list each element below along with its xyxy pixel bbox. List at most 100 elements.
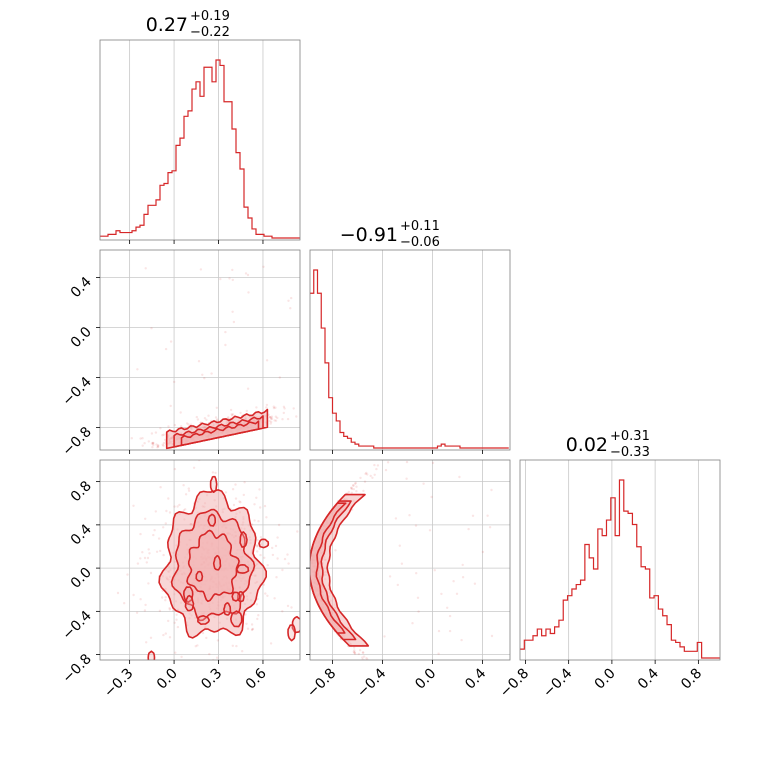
- scatter-point: [232, 503, 236, 507]
- panel-title-lower-error: −0.22: [190, 25, 230, 40]
- scatter-point: [258, 488, 261, 491]
- scatter-point: [437, 652, 440, 655]
- scatter-point: [383, 635, 386, 638]
- contour-level: [258, 538, 270, 549]
- scatter-point: [266, 594, 269, 597]
- scatter-point: [361, 658, 364, 660]
- scatter-point: [246, 627, 250, 630]
- scatter-point: [196, 418, 200, 421]
- scatter-point: [176, 625, 180, 629]
- scatter-point: [167, 619, 170, 623]
- scatter-point: [265, 359, 269, 362]
- x-tick-label: −0.4: [540, 665, 575, 700]
- histogram-frame: [99, 39, 301, 241]
- scatter-point: [227, 416, 230, 419]
- scatter-point: [199, 268, 203, 271]
- y-tick-label: −0.8: [59, 651, 94, 686]
- scatter-point: [194, 645, 197, 648]
- scatter-point: [173, 621, 176, 624]
- scatter-point: [164, 347, 168, 351]
- scatter-point: [176, 505, 179, 508]
- scatter-point: [361, 651, 365, 654]
- scatter-point: [259, 506, 262, 509]
- x-tick-label: 0.4: [462, 665, 489, 692]
- contour-level: [223, 602, 232, 616]
- scatter-point: [282, 411, 285, 415]
- scatter-point: [143, 556, 147, 560]
- scatter-point: [145, 641, 148, 644]
- scatter-point: [186, 699, 188, 701]
- scatter-point: [251, 627, 255, 631]
- scatter-point: [398, 544, 401, 547]
- scatter-point: [402, 685, 404, 687]
- scatter-point: [139, 532, 142, 536]
- scatter-point: [350, 491, 353, 494]
- scatter-point: [265, 406, 268, 409]
- scatter-point: [136, 368, 139, 371]
- y-tick-label: 0.4: [68, 274, 95, 301]
- scatter-point: [139, 557, 142, 560]
- scatter-point: [167, 425, 170, 428]
- scatter-point: [365, 471, 368, 475]
- x-tick-label: −0.3: [101, 666, 136, 701]
- scatter-point: [353, 651, 356, 655]
- scatter-point: [210, 372, 213, 375]
- scatter-point: [144, 603, 147, 607]
- scatter-point: [365, 657, 368, 660]
- scatter-point: [369, 474, 372, 478]
- scatter-point: [169, 404, 172, 408]
- scatter-point: [203, 377, 206, 380]
- scatter-point: [207, 414, 210, 417]
- scatter-point: [150, 432, 154, 435]
- x-tick-label: 0.0: [592, 666, 619, 693]
- scatter-point: [334, 549, 337, 552]
- scatter-point: [364, 472, 367, 476]
- scatter-point: [253, 503, 256, 506]
- scatter-point: [147, 582, 150, 585]
- scatter-point: [195, 415, 198, 419]
- scatter-point: [245, 622, 248, 625]
- scatter-point: [352, 484, 355, 487]
- scatter-point: [182, 509, 186, 512]
- scatter-point: [192, 466, 196, 469]
- y-tick-label: 0.8: [68, 478, 95, 505]
- scatter-point: [471, 514, 475, 517]
- scatter-frame: [99, 459, 301, 661]
- scatter-point: [352, 650, 355, 653]
- scatter-point: [452, 580, 455, 583]
- scatter-point: [277, 523, 281, 527]
- scatter-point: [268, 416, 272, 419]
- scatter-point: [373, 473, 376, 476]
- scatter-point: [350, 487, 354, 491]
- scatter-point: [414, 524, 418, 527]
- scatter-point: [251, 628, 254, 631]
- scatter-point: [412, 698, 414, 700]
- scatter-point: [461, 563, 464, 567]
- scatter-point: [162, 441, 166, 445]
- contour-level: [197, 615, 210, 625]
- scatter-point: [281, 568, 284, 572]
- y-tick-label: 0.4: [68, 521, 95, 548]
- scatter-point: [467, 527, 470, 531]
- scatter-point: [326, 396, 328, 398]
- scatter-point: [390, 683, 392, 685]
- scatter-point: [440, 592, 443, 596]
- contour-level: [147, 650, 156, 660]
- scatter-point: [250, 523, 254, 526]
- scatter-point: [175, 613, 178, 616]
- panel-title-upper-error: +0.31: [610, 429, 650, 444]
- scatter-point: [144, 267, 147, 270]
- scatter-point: [196, 644, 199, 647]
- contour-level: [310, 502, 347, 634]
- contour-level: [230, 610, 243, 628]
- contour-level: [239, 531, 248, 548]
- scatter-point: [243, 481, 246, 484]
- scatter-point: [292, 407, 295, 410]
- scatter-point: [283, 407, 286, 410]
- scatter-point: [296, 530, 299, 533]
- scatter-point: [278, 376, 281, 379]
- scatter-point: [391, 451, 393, 453]
- y-tick-label: −0.4: [59, 374, 94, 409]
- scatter-point: [270, 420, 273, 424]
